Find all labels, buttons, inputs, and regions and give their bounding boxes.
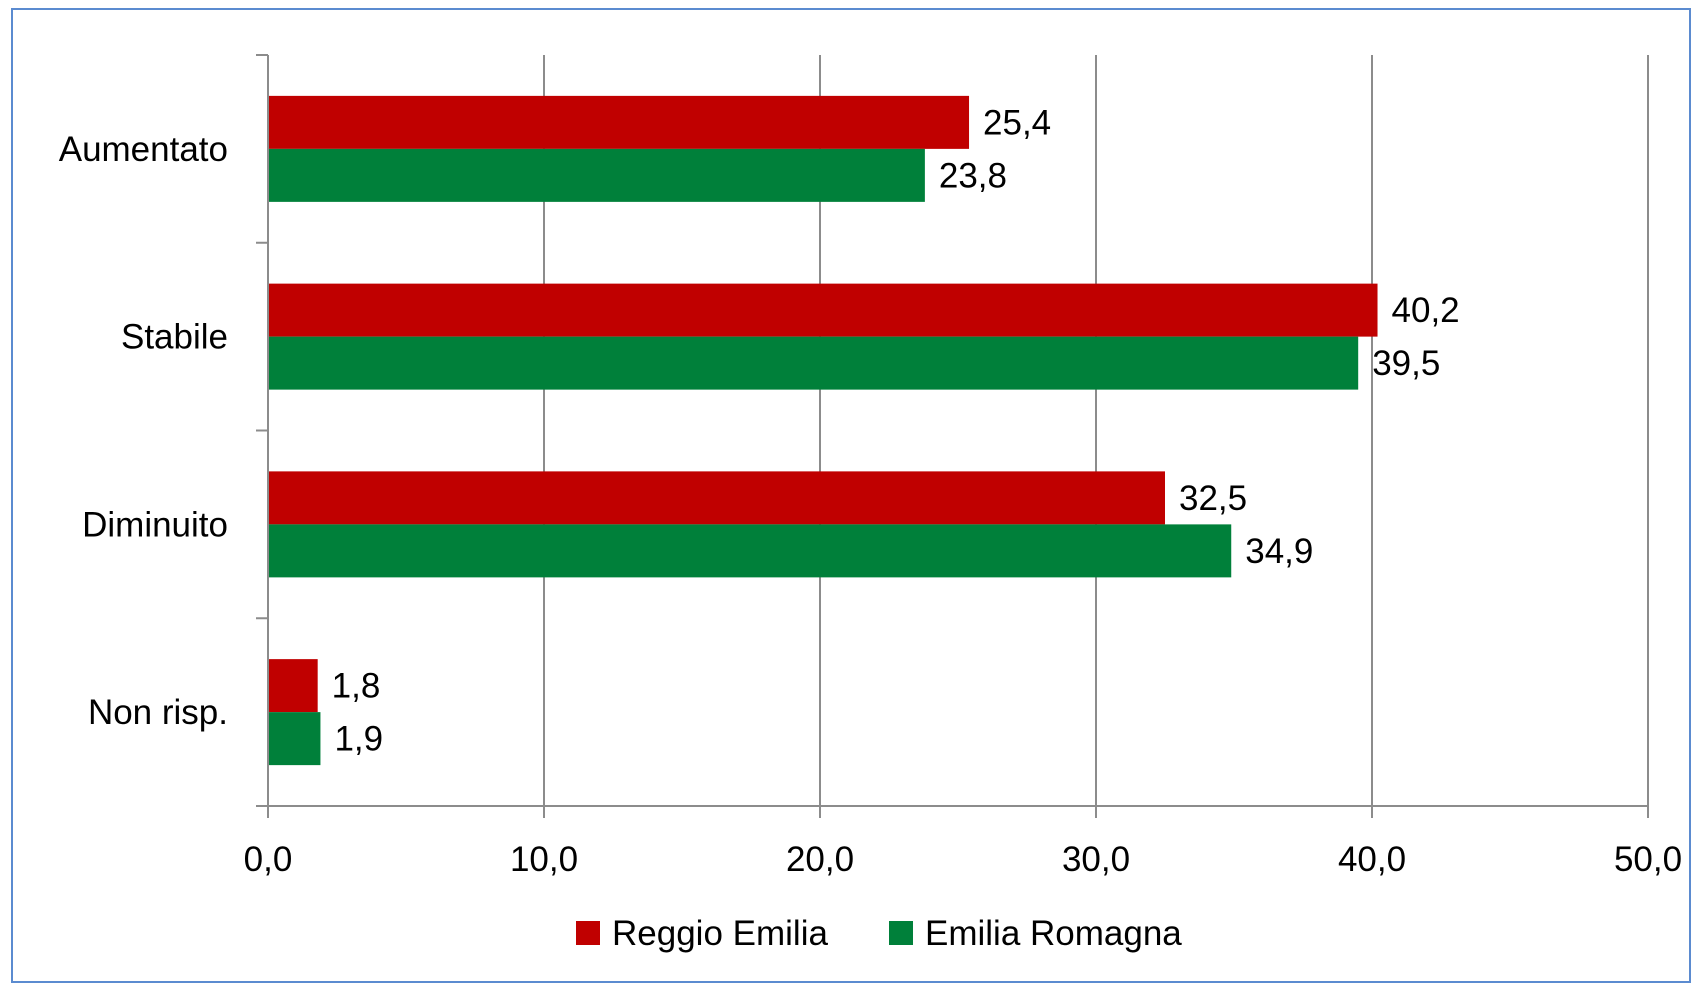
legend-label: Emilia Romagna xyxy=(925,914,1182,953)
axes xyxy=(256,54,1649,818)
x-tick-label: 20,0 xyxy=(786,840,854,879)
bar xyxy=(268,659,318,713)
bar xyxy=(268,95,970,149)
data-label: 1,8 xyxy=(332,667,381,706)
category-label: Aumentato xyxy=(59,130,228,169)
bar xyxy=(268,336,1359,390)
bar xyxy=(268,712,321,766)
data-label: 40,2 xyxy=(1392,291,1460,330)
bar xyxy=(268,148,925,202)
bar xyxy=(268,524,1232,578)
bar xyxy=(268,471,1165,525)
category-label: Stabile xyxy=(121,318,228,357)
x-tick-label: 40,0 xyxy=(1338,840,1406,879)
data-label: 32,5 xyxy=(1179,479,1247,518)
x-tick-label: 30,0 xyxy=(1062,840,1130,879)
data-label: 25,4 xyxy=(983,103,1051,142)
data-label: 1,9 xyxy=(334,720,383,759)
bars xyxy=(268,95,1378,766)
legend-swatch xyxy=(576,921,600,945)
data-label: 39,5 xyxy=(1372,344,1440,383)
x-tick-label: 50,0 xyxy=(1614,840,1682,879)
data-label: 34,9 xyxy=(1245,532,1313,571)
legend: Reggio Emilia Emilia Romagna xyxy=(576,914,1182,953)
bar xyxy=(268,283,1378,337)
x-tick-label: 10,0 xyxy=(510,840,578,879)
data-label: 23,8 xyxy=(939,156,1007,195)
legend-label: Reggio Emilia xyxy=(612,914,828,953)
category-label: Diminuito xyxy=(82,505,228,544)
legend-swatch xyxy=(889,921,913,945)
category-label: Non risp. xyxy=(88,693,228,732)
labels: 0,0 10,0 20,0 30,0 40,0 50,0 Aumentato 25,4 23,8… xyxy=(59,103,1682,879)
x-tick-label: 0,0 xyxy=(244,840,293,879)
